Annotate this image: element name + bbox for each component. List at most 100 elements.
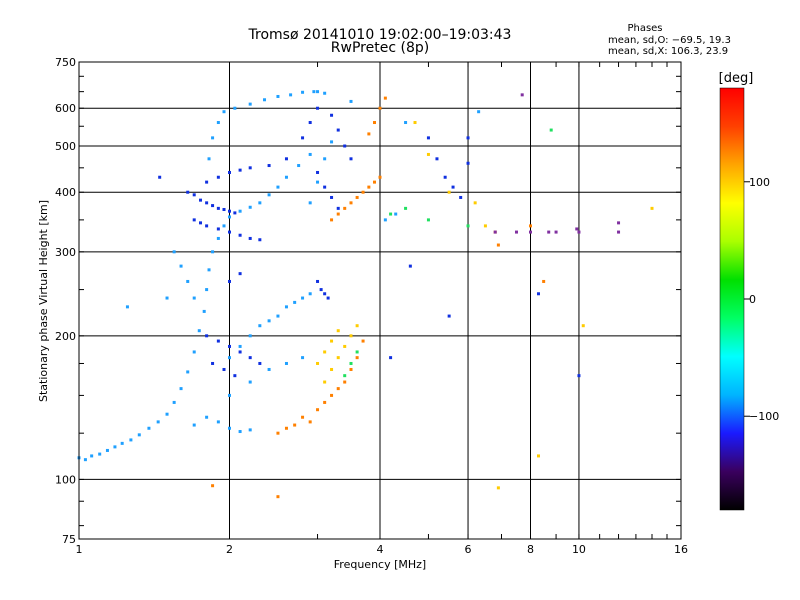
- data-point: [276, 94, 280, 98]
- data-point: [316, 408, 320, 412]
- data-point: [267, 319, 271, 323]
- data-point: [276, 431, 280, 435]
- data-point: [447, 314, 451, 318]
- data-point: [483, 224, 487, 228]
- data-point: [336, 212, 340, 216]
- data-point: [575, 227, 579, 231]
- data-point: [355, 195, 359, 199]
- data-point: [394, 212, 398, 216]
- y-tick-label: 75: [62, 533, 76, 546]
- data-point: [330, 218, 334, 222]
- data-point: [577, 230, 581, 234]
- data-point: [308, 201, 312, 205]
- data-point: [326, 296, 330, 300]
- data-point: [258, 324, 262, 328]
- data-point: [186, 370, 190, 374]
- data-point: [258, 201, 262, 205]
- data-point: [222, 224, 226, 228]
- data-point: [554, 230, 558, 234]
- data-point: [383, 218, 387, 222]
- x-tick-label: 10: [572, 543, 586, 556]
- data-point: [330, 339, 334, 343]
- data-point: [378, 106, 382, 110]
- data-point: [466, 136, 470, 140]
- data-point: [211, 250, 215, 254]
- data-point: [529, 230, 532, 234]
- data-point: [222, 110, 226, 114]
- data-point: [165, 412, 169, 416]
- data-point: [216, 227, 220, 231]
- data-point: [316, 180, 320, 184]
- data-point: [447, 190, 451, 194]
- data-point: [222, 207, 226, 211]
- data-point: [389, 356, 393, 360]
- data-point: [308, 420, 312, 424]
- data-point: [238, 430, 242, 434]
- data-point: [284, 175, 288, 179]
- data-point: [284, 305, 288, 309]
- data-point: [248, 205, 252, 209]
- data-point: [308, 121, 312, 125]
- phases-o-stats: mean, sd,O: −69.5, 19.3: [608, 35, 731, 46]
- data-point: [459, 195, 463, 199]
- data-point: [361, 190, 365, 194]
- data-point: [165, 296, 169, 300]
- data-point: [228, 170, 231, 174]
- data-point: [330, 195, 334, 199]
- data-point: [284, 361, 288, 365]
- data-point: [216, 339, 220, 343]
- data-point: [355, 356, 359, 360]
- data-point: [542, 279, 546, 283]
- data-point: [172, 400, 176, 404]
- data-point: [520, 93, 524, 97]
- data-point: [367, 185, 371, 189]
- data-point: [549, 128, 553, 132]
- colorbar-tick-label: −100: [749, 410, 779, 423]
- data-point: [308, 152, 312, 156]
- x-tick-label: 6: [465, 543, 472, 556]
- x-tick-label: 8: [527, 543, 534, 556]
- data-point: [207, 157, 211, 161]
- y-tick-label: 600: [55, 102, 76, 115]
- y-axis-label: Stationary phase Virtual Height [km]: [37, 200, 50, 402]
- data-point: [186, 279, 190, 283]
- y-tick-label: 500: [55, 140, 76, 153]
- x-tick-label: 1: [76, 543, 83, 556]
- data-point: [83, 458, 87, 462]
- colorbar-ticks: 100 0 −100: [744, 176, 779, 423]
- data-point: [617, 230, 621, 234]
- data-point: [238, 209, 242, 213]
- data-point: [238, 168, 242, 172]
- data-point: [228, 426, 231, 430]
- data-point: [228, 230, 231, 234]
- data-point: [205, 334, 209, 338]
- data-point: [192, 423, 196, 427]
- data-point: [248, 166, 252, 170]
- data-point: [158, 175, 162, 179]
- data-point: [216, 420, 220, 424]
- tick-marks: [78, 61, 682, 540]
- data-point: [316, 361, 320, 365]
- data-point: [536, 454, 540, 458]
- data-point: [529, 224, 532, 228]
- data-point: [323, 292, 327, 296]
- y-tick-label: 200: [55, 330, 76, 343]
- chart-subtitle: RwPretec (8p): [331, 40, 429, 56]
- data-point: [349, 157, 353, 161]
- data-point: [650, 206, 654, 210]
- data-point: [316, 90, 320, 94]
- data-point: [426, 152, 430, 156]
- data-point: [238, 350, 242, 354]
- data-point: [319, 288, 323, 292]
- data-point: [216, 175, 220, 179]
- colorbar-tick-label: 0: [749, 293, 756, 306]
- data-point: [192, 218, 196, 222]
- data-point: [258, 361, 262, 365]
- data-point: [336, 128, 340, 132]
- colorbar-label: [deg]: [719, 71, 754, 86]
- data-point: [205, 201, 209, 205]
- data-point: [361, 339, 365, 343]
- x-tick-labels: 1 2 4 6 8 10 16: [76, 543, 689, 556]
- data-point: [617, 221, 621, 225]
- data-point: [373, 121, 377, 125]
